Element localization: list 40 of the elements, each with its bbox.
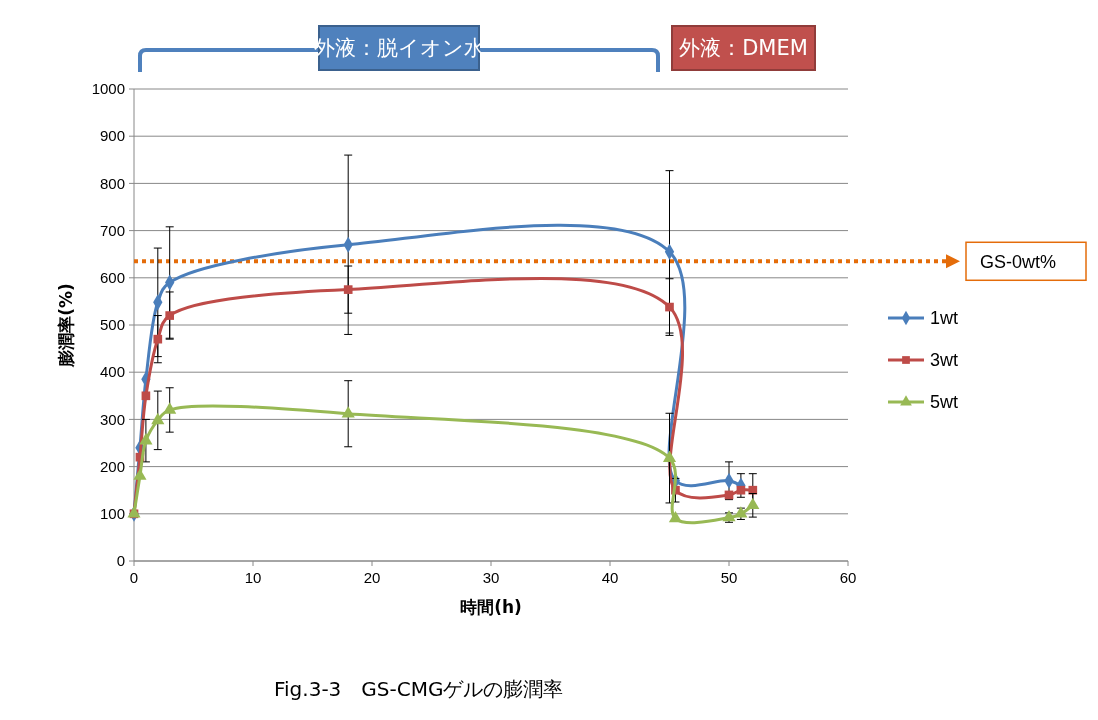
point [133,468,147,480]
x-tick-label: 40 [601,569,619,586]
x-tick-label: 10 [244,569,262,586]
y-tick-label: 800 [99,174,125,192]
y-tick-label: 600 [99,269,125,287]
legend-label: 3wt [930,350,959,371]
point [165,311,175,320]
legend-label: 1wt [930,308,959,329]
y-tick-label: 200 [99,457,125,475]
x-tick-label: 50 [720,569,738,586]
y-tick-label: 300 [99,410,125,428]
x-tick-label: 60 [839,569,857,586]
x-tick-label: 30 [482,569,500,586]
x-axis-title: 時間(h) [460,597,522,617]
x-tick-label: 0 [129,569,139,586]
y-tick-label: 700 [99,221,125,239]
ref-line-label: GS-0wt% [980,251,1057,272]
y-tick-label: 1000 [91,80,125,98]
point [139,433,153,445]
y-tick-label: 900 [99,127,125,145]
text: 外液：DMEM [679,36,808,61]
text: Fig.3-3 GS-CMGゲルの膨潤率 [274,677,564,701]
point [151,412,165,425]
point [341,406,355,418]
legend-label: 5wt [930,392,959,413]
point [746,497,760,510]
point [343,285,353,294]
y-tick-label: 400 [99,363,125,381]
x-tick-label: 20 [363,569,381,586]
point [163,402,177,414]
point [665,302,674,312]
y-tick-label: 500 [99,316,125,334]
y-axis-title: 膨潤率(%) [56,283,76,368]
point [736,485,746,495]
point [662,450,677,462]
point [668,510,683,523]
point [141,391,151,401]
point [153,334,163,344]
y-tick-label: 0 [116,552,125,570]
y-tick-label: 100 [99,505,125,523]
